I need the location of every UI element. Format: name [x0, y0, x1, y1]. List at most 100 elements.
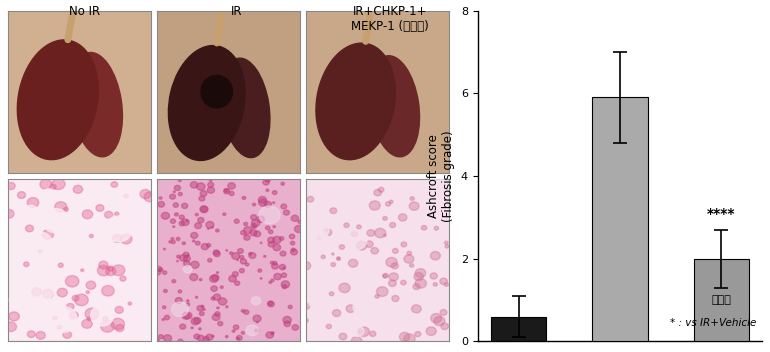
Ellipse shape — [172, 279, 176, 283]
Ellipse shape — [197, 335, 204, 341]
Ellipse shape — [440, 309, 447, 315]
Ellipse shape — [378, 187, 384, 192]
Ellipse shape — [245, 234, 246, 236]
Ellipse shape — [377, 287, 388, 296]
Ellipse shape — [218, 321, 223, 326]
Ellipse shape — [179, 215, 185, 219]
Ellipse shape — [163, 289, 167, 293]
Ellipse shape — [255, 329, 259, 332]
Ellipse shape — [52, 178, 65, 190]
Ellipse shape — [236, 335, 242, 340]
Ellipse shape — [253, 315, 261, 322]
Ellipse shape — [196, 183, 205, 190]
Ellipse shape — [233, 325, 239, 329]
Ellipse shape — [291, 248, 295, 252]
Ellipse shape — [199, 278, 202, 281]
Ellipse shape — [213, 314, 220, 320]
Ellipse shape — [269, 230, 273, 234]
Ellipse shape — [281, 204, 286, 209]
Ellipse shape — [257, 216, 265, 222]
Ellipse shape — [182, 313, 190, 319]
Ellipse shape — [344, 231, 367, 250]
Ellipse shape — [413, 284, 420, 290]
Ellipse shape — [154, 269, 161, 275]
Ellipse shape — [367, 230, 375, 236]
Ellipse shape — [444, 241, 448, 244]
Ellipse shape — [240, 231, 246, 235]
Ellipse shape — [32, 288, 42, 296]
Ellipse shape — [249, 253, 256, 258]
Ellipse shape — [244, 235, 250, 240]
Ellipse shape — [273, 332, 274, 333]
Ellipse shape — [226, 250, 228, 251]
Ellipse shape — [169, 45, 245, 161]
Ellipse shape — [402, 313, 422, 330]
Ellipse shape — [311, 231, 328, 245]
Ellipse shape — [104, 216, 132, 242]
Ellipse shape — [4, 209, 14, 218]
Ellipse shape — [211, 297, 215, 300]
Ellipse shape — [182, 242, 186, 245]
Ellipse shape — [118, 192, 142, 213]
Ellipse shape — [430, 314, 442, 323]
Ellipse shape — [101, 320, 115, 332]
Ellipse shape — [390, 309, 413, 329]
Ellipse shape — [196, 241, 200, 245]
Ellipse shape — [393, 249, 398, 253]
Ellipse shape — [184, 312, 192, 319]
Ellipse shape — [233, 330, 235, 332]
Ellipse shape — [273, 236, 281, 244]
Bar — [694, 259, 749, 341]
Ellipse shape — [191, 261, 199, 268]
Ellipse shape — [128, 302, 132, 305]
Ellipse shape — [82, 210, 92, 219]
Ellipse shape — [370, 201, 380, 210]
Ellipse shape — [269, 281, 272, 283]
Ellipse shape — [144, 192, 156, 202]
Ellipse shape — [203, 337, 209, 341]
Ellipse shape — [221, 58, 270, 158]
Ellipse shape — [158, 201, 165, 207]
Ellipse shape — [330, 208, 336, 214]
Ellipse shape — [86, 291, 89, 294]
Ellipse shape — [274, 274, 281, 280]
Ellipse shape — [321, 255, 325, 259]
Ellipse shape — [307, 196, 313, 202]
Ellipse shape — [162, 306, 166, 309]
Ellipse shape — [358, 327, 370, 337]
Ellipse shape — [239, 256, 244, 259]
Ellipse shape — [201, 75, 233, 108]
Ellipse shape — [86, 281, 95, 289]
Ellipse shape — [374, 189, 381, 196]
Ellipse shape — [303, 303, 310, 309]
Ellipse shape — [235, 281, 239, 285]
Ellipse shape — [25, 225, 34, 232]
Ellipse shape — [358, 329, 363, 333]
Ellipse shape — [266, 332, 273, 338]
Ellipse shape — [253, 203, 256, 206]
Ellipse shape — [344, 223, 349, 227]
Ellipse shape — [357, 241, 367, 250]
Ellipse shape — [183, 261, 190, 266]
Ellipse shape — [195, 223, 202, 229]
Ellipse shape — [193, 318, 201, 324]
Ellipse shape — [159, 268, 162, 271]
Ellipse shape — [159, 197, 162, 199]
Ellipse shape — [173, 191, 176, 193]
Ellipse shape — [330, 292, 334, 296]
Ellipse shape — [183, 256, 190, 262]
Ellipse shape — [170, 219, 176, 224]
Ellipse shape — [242, 196, 246, 200]
Ellipse shape — [99, 261, 108, 269]
Ellipse shape — [169, 194, 176, 199]
Ellipse shape — [370, 331, 376, 337]
Ellipse shape — [161, 212, 169, 219]
Ellipse shape — [400, 332, 410, 341]
Ellipse shape — [371, 247, 379, 254]
Ellipse shape — [63, 207, 69, 212]
Ellipse shape — [281, 273, 286, 277]
Ellipse shape — [415, 332, 421, 337]
Ellipse shape — [268, 301, 274, 307]
Text: ****: **** — [707, 207, 735, 221]
Ellipse shape — [424, 178, 451, 201]
